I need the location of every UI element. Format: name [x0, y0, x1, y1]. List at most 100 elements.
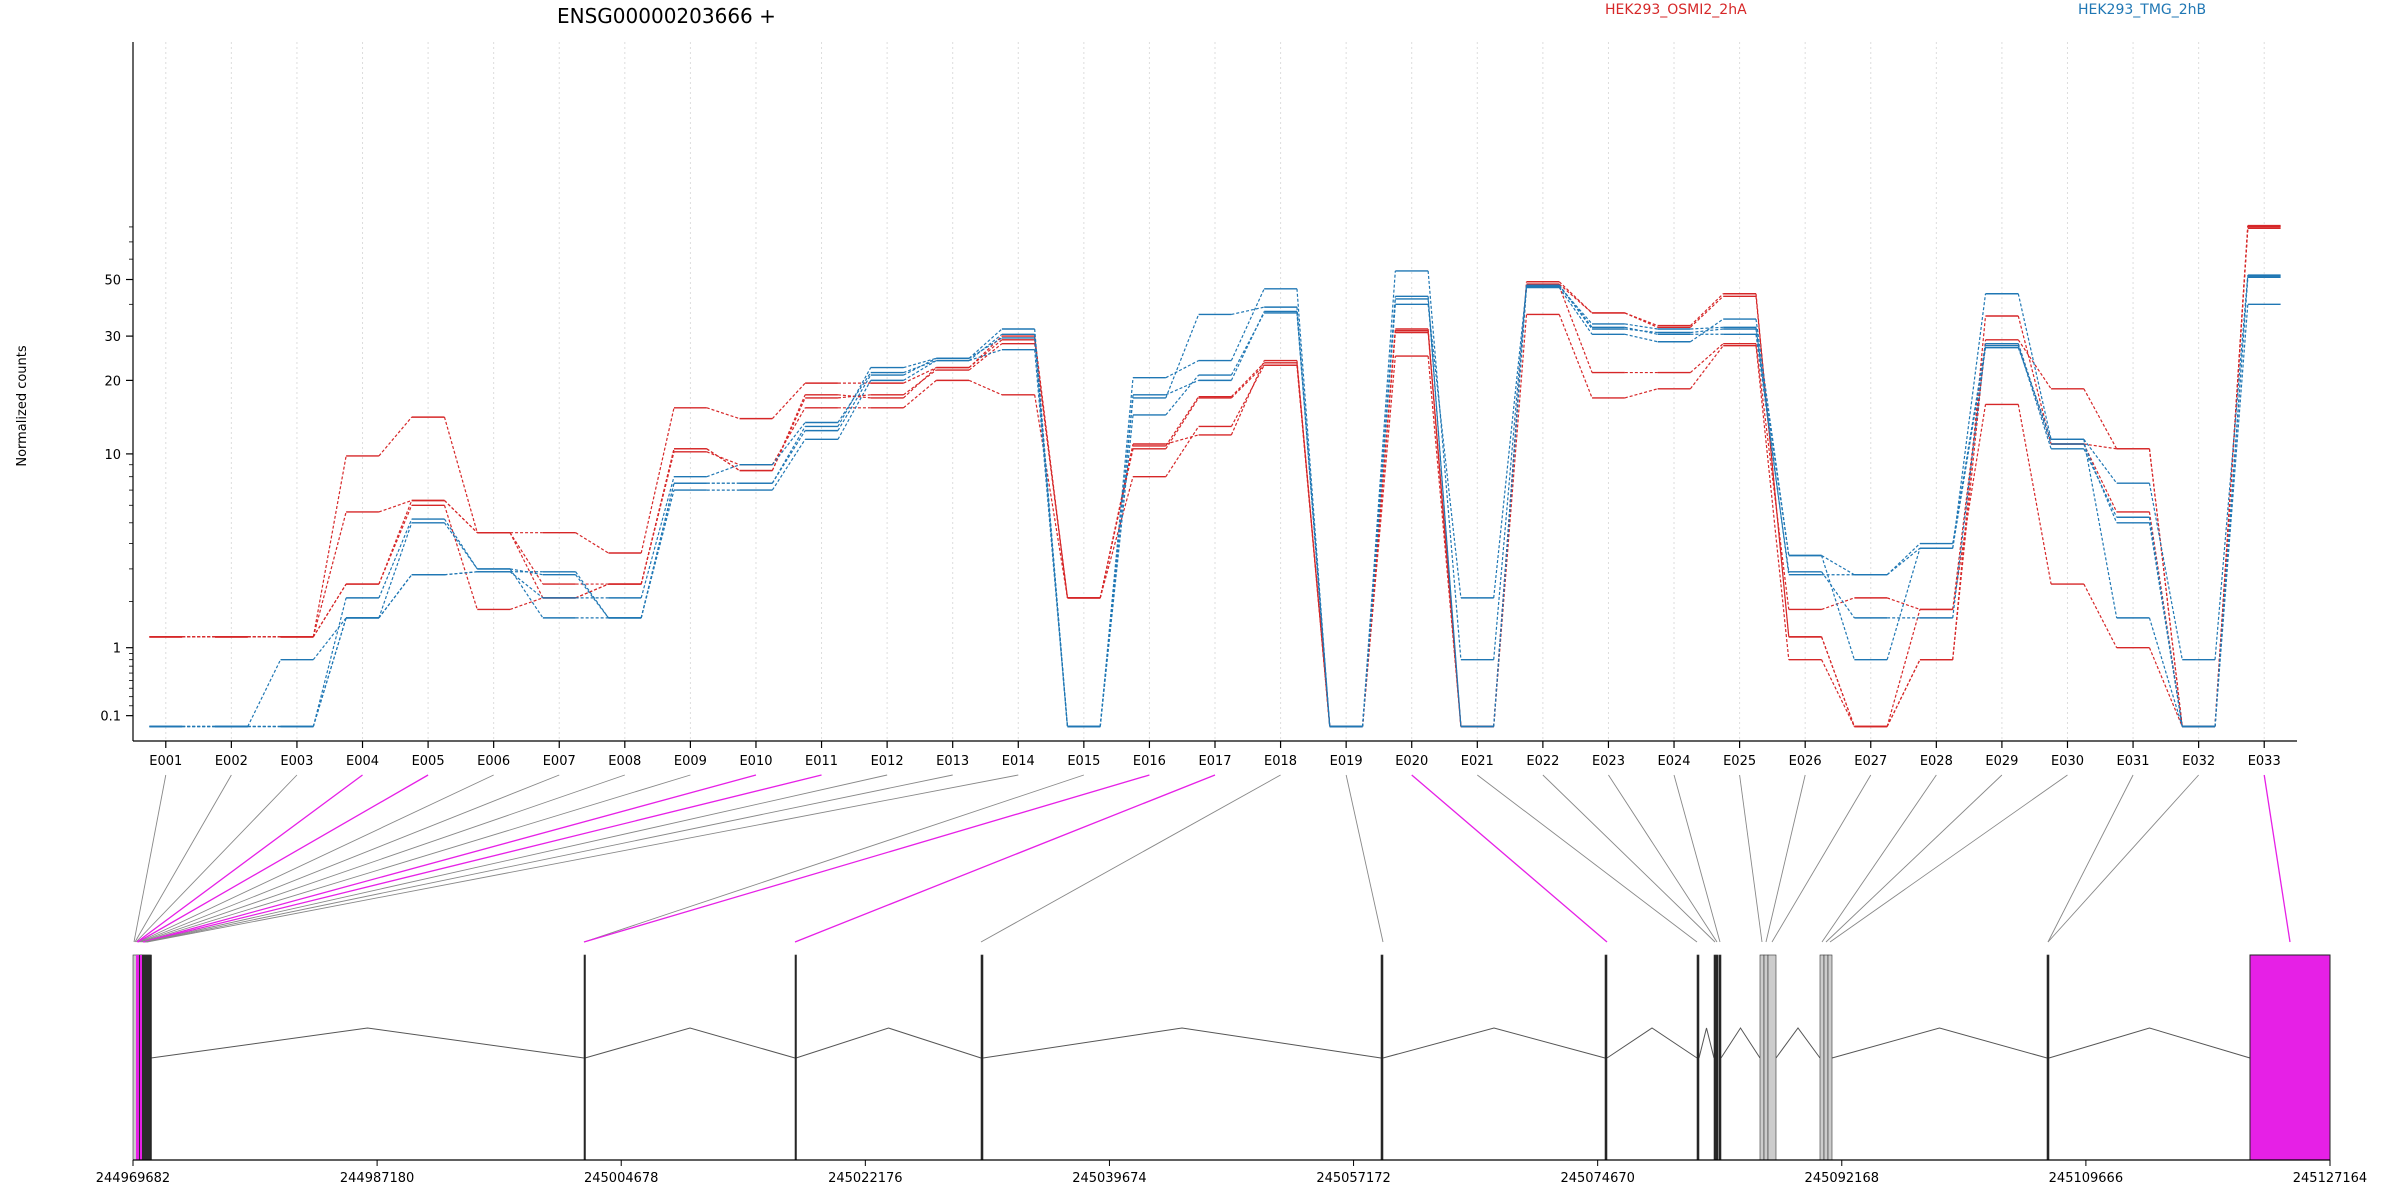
- series-transition: [1886, 548, 1921, 660]
- intron-line: [1831, 1027, 2048, 1059]
- gene-axis-tick-label: 245074670: [1560, 1171, 1634, 1186]
- exon-block: [1759, 954, 1765, 1161]
- exon-block: [2046, 954, 2050, 1161]
- series-transition: [706, 464, 740, 478]
- series-transition: [903, 357, 937, 376]
- series-transition: [2214, 225, 2249, 727]
- exon-connector: [794, 774, 1216, 943]
- x-tick-label: E017: [1198, 754, 1231, 769]
- x-tick-label: E030: [2051, 754, 2084, 769]
- series-transition: [771, 430, 806, 484]
- series-transition: [312, 583, 347, 638]
- series-transition: [1230, 364, 1265, 399]
- series-transition: [378, 499, 412, 513]
- series-transition: [706, 448, 740, 472]
- series-transition: [1230, 288, 1265, 361]
- series-transition: [1558, 281, 1593, 314]
- exon-connector: [1477, 774, 1698, 943]
- x-tick-label: E006: [477, 754, 510, 769]
- series-transition: [575, 571, 609, 619]
- exon-block: [1696, 954, 1700, 1161]
- series-transition: [1886, 597, 1921, 611]
- series-transition: [837, 394, 871, 399]
- series-transition: [837, 367, 872, 427]
- series-transition: [575, 583, 609, 599]
- series-transition: [771, 426, 806, 484]
- series-transition: [903, 357, 937, 369]
- exon-block: [1718, 954, 1722, 1161]
- y-tick-label: 0.1: [100, 710, 121, 725]
- exon-connector: [583, 774, 1150, 943]
- x-tick-label: E007: [543, 754, 576, 769]
- series-transition: [771, 397, 806, 471]
- series-transition: [1690, 328, 1724, 334]
- series-transition: [1558, 314, 1593, 399]
- exon-block: [149, 954, 152, 1161]
- exon-connector: [145, 774, 953, 943]
- x-tick-label: E001: [149, 754, 182, 769]
- series-transition: [1690, 293, 1724, 327]
- exon-connector: [144, 774, 888, 943]
- intron-line: [1382, 1027, 1606, 1059]
- series-transition: [1690, 343, 1724, 373]
- series-transition: [968, 349, 1003, 362]
- series-transition: [1821, 597, 1855, 611]
- x-tick-label: E011: [805, 754, 838, 769]
- series-transition: [1361, 298, 1396, 727]
- exon-connector: [1825, 774, 2003, 943]
- series-transition: [2214, 275, 2249, 660]
- exon-connector: [1821, 774, 1937, 943]
- series-transition: [1231, 306, 1265, 316]
- series-transition: [1493, 314, 1528, 727]
- exon-connector: [135, 774, 298, 943]
- series-transition: [2148, 647, 2183, 727]
- y-tick-label: 30: [104, 330, 121, 345]
- exon-connector: [2047, 774, 2199, 943]
- series-transition: [771, 439, 806, 491]
- series-transition: [640, 483, 675, 619]
- series-transition: [706, 407, 740, 420]
- series-transition: [312, 617, 347, 661]
- series-transition: [2083, 443, 2117, 450]
- series-transition: [1755, 343, 1790, 610]
- series-transition: [575, 532, 609, 554]
- series-transition: [1099, 443, 1134, 599]
- exon-block: [1819, 954, 1825, 1161]
- exon-block: [1827, 954, 1833, 1161]
- series-transition: [1558, 284, 1593, 330]
- series-transition: [1427, 304, 1462, 598]
- x-tick-label: E008: [608, 754, 641, 769]
- series-transition: [1886, 609, 1921, 727]
- x-tick-label: E022: [1526, 754, 1559, 769]
- series-transition: [509, 568, 543, 576]
- series-transition: [2017, 345, 2052, 450]
- series-lines: [149, 224, 2281, 728]
- series-line: [149, 224, 2281, 728]
- y-tick-label: 50: [104, 274, 121, 289]
- series-transition: [1165, 396, 1200, 447]
- series-transition: [1952, 343, 1987, 544]
- series-transition: [443, 505, 478, 610]
- series-transition: [378, 574, 413, 619]
- series-transition: [247, 659, 282, 727]
- intron-line: [2048, 1027, 2251, 1059]
- exon-block: [1823, 954, 1829, 1161]
- series-transition: [2148, 511, 2183, 727]
- series-transition: [771, 382, 806, 420]
- series-transition: [509, 532, 544, 585]
- series-transition: [903, 367, 937, 384]
- series-transition: [2148, 522, 2183, 727]
- series-transition: [2017, 343, 2052, 445]
- exon-block: [1767, 954, 1777, 1161]
- series-transition: [640, 489, 675, 619]
- series-transition: [1821, 659, 1855, 727]
- exon-block: [980, 954, 984, 1161]
- series-transition: [1165, 426, 1200, 478]
- exon-connector: [141, 774, 691, 943]
- series-transition: [1165, 434, 1199, 445]
- series-transition: [1886, 543, 1921, 576]
- series-transition: [1493, 286, 1528, 598]
- series-transition: [1230, 312, 1265, 376]
- series-transition: [2214, 304, 2249, 727]
- series-transition: [1034, 394, 1069, 598]
